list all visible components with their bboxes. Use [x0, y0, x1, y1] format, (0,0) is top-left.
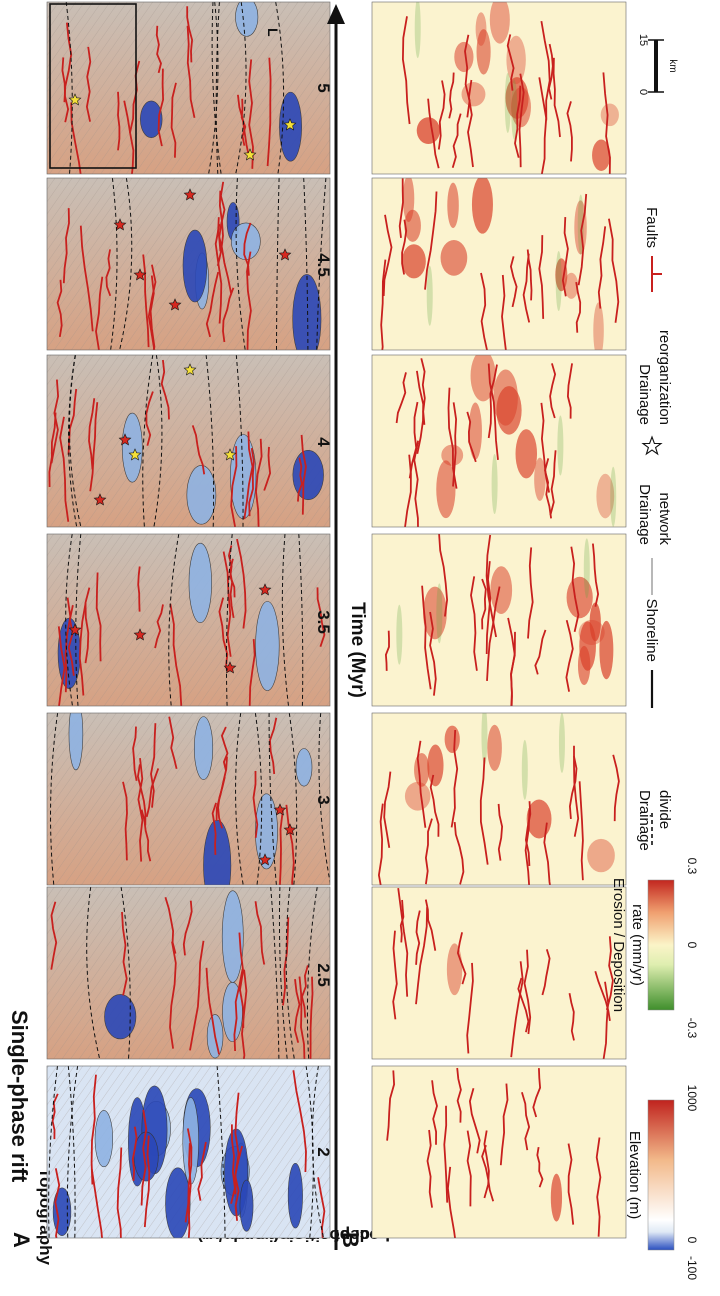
reorganization-star-icon	[283, 823, 297, 836]
figure-title: Single-phase rift	[7, 1010, 32, 1183]
elevation-colorbar-title: Elevation (m)	[626, 1131, 643, 1219]
time-tick-label: 3	[314, 795, 333, 804]
topography-map-t2-5	[46, 886, 331, 1060]
topography-map-t3-5	[46, 533, 331, 707]
legend-shoreline: Shoreline	[643, 599, 660, 662]
reorganization-star-icon	[93, 493, 107, 506]
reorganization-star-icon	[68, 93, 82, 106]
marker-l: L	[265, 28, 281, 37]
rate-colorbar-min: -0.3	[685, 1018, 699, 1039]
elevation-colorbar-ramp	[647, 1099, 675, 1251]
time-tick-label: 2.5	[314, 963, 333, 987]
legend-faults: Faults	[643, 207, 660, 248]
rate-colorbar-mid: 0	[685, 942, 699, 949]
panel-a-topography: L	[46, 1, 331, 1239]
rate-colorbar-title-line2: rate (mm/yr)	[629, 904, 646, 986]
topography-map-t4	[46, 354, 331, 528]
rate-colorbar-max: 0.3	[685, 858, 699, 875]
time-tick-label: 5	[314, 83, 333, 92]
elevation-colorbar: Elevation (m) -100 0 1000	[626, 1085, 699, 1281]
reorganization-star-icon	[223, 661, 237, 674]
reorganization-star-icon	[258, 853, 272, 866]
reorganization-star-icon	[278, 248, 292, 261]
time-axis-label: Time (Myr)	[347, 602, 368, 698]
rate-colorbar: Erosion / Deposition rate (mm/yr) -0.3 0…	[610, 858, 699, 1039]
time-axis-arrow	[327, 4, 345, 24]
reorganization-star-icon	[273, 803, 287, 816]
reorganization-star-icon	[183, 188, 197, 201]
legend: Drainage divide Shoreline Drainage netwo…	[636, 207, 673, 851]
scale-bar-unit: km	[667, 59, 678, 72]
reorganization-star-icon	[243, 148, 257, 161]
elevation-colorbar-max: 1000	[685, 1085, 699, 1112]
reorganization-star-icon	[133, 628, 147, 641]
elevation-colorbar-mid: 0	[685, 1237, 699, 1244]
topography-map-t3	[46, 712, 331, 886]
time-tick-label: 4	[314, 437, 333, 447]
legend-reorg-line2: reorganization	[656, 330, 673, 425]
rate-colorbar-title-line1: Erosion / Deposition	[610, 878, 627, 1012]
rate-map-t2	[371, 1065, 627, 1239]
panel-b-erosion-deposition	[371, 1, 627, 1239]
time-axis: Time (Myr) 2 2.5 3 3.5 4 4.5 5	[314, 4, 368, 1250]
panel-b-letter: B	[338, 1232, 363, 1248]
legend-fault-symbol	[651, 256, 662, 292]
panel-a-letter: A	[9, 1232, 34, 1248]
topography-map-t2	[46, 1065, 331, 1239]
scale-bar-zero: 0	[637, 89, 649, 95]
legend-network-line1: Drainage	[636, 484, 653, 545]
rate-map-t4	[371, 354, 627, 528]
legend-divide-line2: divide	[656, 790, 673, 829]
topography-map-t4-5	[46, 177, 331, 351]
rate-map-t5	[371, 1, 627, 175]
rate-map-t4-5	[371, 177, 627, 351]
legend-network-line2: network	[656, 492, 673, 545]
reorganization-star-icon	[113, 218, 127, 231]
time-tick-label: 2	[314, 1147, 333, 1156]
reorganization-star-icon	[183, 363, 197, 376]
legend-divide-line1: Drainage	[636, 790, 653, 851]
reorganization-star-icon	[128, 448, 142, 461]
reorganization-star-icon	[258, 583, 272, 596]
reorganization-star-icon	[168, 298, 182, 311]
rate-map-t3-5	[371, 533, 627, 707]
scale-bar-fifteen: 15	[637, 34, 649, 46]
reorganization-star-icon	[68, 623, 82, 636]
rate-colorbar-ramp	[647, 879, 675, 1011]
reorganization-star-icon	[223, 448, 237, 461]
topography-map-t5	[46, 1, 331, 175]
time-tick-label: 3.5	[314, 610, 333, 634]
legend-star-icon	[641, 435, 663, 456]
legend-reorg-line1: Drainage	[636, 364, 653, 425]
scale-bar: 0 15 km	[637, 34, 678, 95]
time-tick-label: 4.5	[314, 253, 333, 277]
reorganization-star-icon	[283, 118, 297, 131]
reorganization-star-icon	[118, 433, 132, 446]
elevation-colorbar-min: -100	[685, 1256, 699, 1280]
rate-map-t3	[371, 712, 627, 886]
inset-box	[49, 3, 137, 169]
rate-map-t2-5	[371, 886, 627, 1060]
reorganization-star-icon	[133, 268, 147, 281]
